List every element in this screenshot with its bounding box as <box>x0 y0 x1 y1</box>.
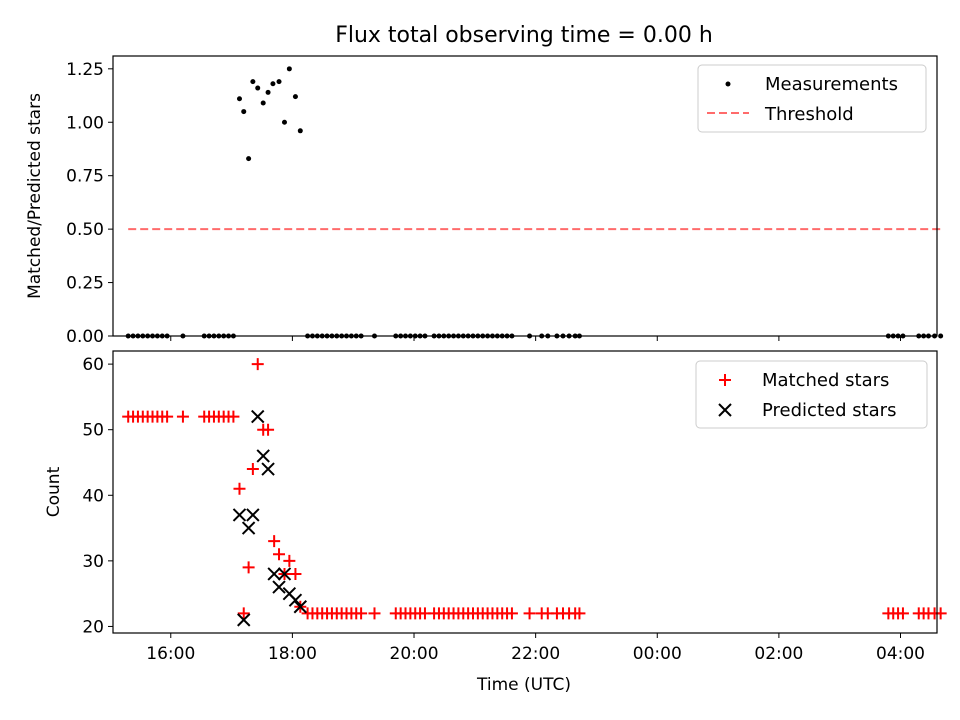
bottom-y-axis-label: Count <box>44 466 64 517</box>
legend-predicted-marker <box>718 403 732 417</box>
top-axes-frame <box>112 55 938 337</box>
top-y-tick-label: 0.75 <box>66 167 104 187</box>
measurement-point <box>281 119 287 125</box>
legend-predicted-label: Predicted stars <box>762 400 896 421</box>
top-x-ticks <box>170 336 902 341</box>
bottom-axes-frame <box>112 350 938 634</box>
legend-matched-marker <box>719 374 731 386</box>
x-tick-label: 20:00 <box>390 644 439 664</box>
measurement-point <box>265 89 271 95</box>
matched-star-point <box>227 410 240 423</box>
legend-measurements-label: Measurements <box>765 74 898 95</box>
predicted-star-point <box>267 567 281 581</box>
matched-star-point <box>355 607 368 620</box>
bottom-y-tick-label: 20 <box>82 617 104 637</box>
top-y-tick-label: 0.50 <box>66 220 104 240</box>
top-y-tick-label: 1.00 <box>66 113 104 133</box>
bottom-plot-area <box>122 358 947 627</box>
matched-star-point <box>368 607 381 620</box>
matched-star-point <box>289 567 302 580</box>
predicted-star-point <box>237 613 251 627</box>
matched-star-point <box>246 463 259 476</box>
legend-threshold-label: Threshold <box>764 104 854 125</box>
bottom-x-ticks: 16:00 18:00 20:00 22:00 00:00 02:00 04:00 <box>146 633 925 664</box>
matched-star-point <box>242 561 255 574</box>
matched-star-point <box>251 358 264 371</box>
x-tick-label: 00:00 <box>633 644 682 664</box>
measurement-point <box>286 66 292 72</box>
predicted-star-point <box>293 600 308 614</box>
bottom-y-tick-label: 50 <box>82 421 104 441</box>
x-tick-label: 16:00 <box>146 644 195 664</box>
measurement-point <box>236 96 242 102</box>
measurement-point <box>255 85 261 91</box>
bottom-y-tick-label: 60 <box>82 355 104 375</box>
top-y-tick-label: 0.00 <box>66 327 104 347</box>
measurement-point <box>270 81 276 87</box>
bottom-y-ticks: 20 30 40 50 60 <box>82 355 113 637</box>
matched-star-point <box>237 607 250 620</box>
matched-star-point <box>283 554 296 567</box>
predicted-star-point <box>246 508 260 522</box>
matched-star-point <box>262 423 275 436</box>
predicted-star-point <box>277 567 292 581</box>
bottom-legend: Matched stars Predicted stars <box>695 360 928 429</box>
top-panel: Flux total observing time = 0.00 h Match… <box>25 23 944 347</box>
measurement-point <box>250 79 256 85</box>
measurement-point <box>260 100 266 106</box>
legend-matched-label: Matched stars <box>762 370 889 391</box>
predicted-star-point <box>272 580 286 594</box>
predicted-star-point <box>256 449 270 463</box>
predicted-star-point <box>251 409 265 424</box>
matched-star-point <box>273 548 286 561</box>
predicted-star-point <box>232 508 247 522</box>
matched-star-point <box>505 607 518 620</box>
x-axis-label: Time (UTC) <box>476 675 571 695</box>
chart-title: Flux total observing time = 0.00 h <box>335 23 713 48</box>
measurement-point <box>276 79 282 85</box>
x-tick-label: 04:00 <box>876 644 925 664</box>
top-y-tick-label: 0.25 <box>66 274 104 294</box>
predicted-star-point <box>288 593 303 607</box>
matched-star-point <box>161 410 174 423</box>
matched-star-point <box>896 607 909 620</box>
legend-measurements-marker <box>725 81 731 87</box>
x-tick-label: 02:00 <box>754 644 803 664</box>
bottom-y-tick-label: 40 <box>82 486 104 506</box>
measurement-point <box>297 128 303 134</box>
x-tick-label: 18:00 <box>268 644 317 664</box>
matched-star-point <box>233 482 246 495</box>
x-tick-label: 22:00 <box>511 644 560 664</box>
top-legend: Measurements Threshold <box>697 64 927 133</box>
predicted-star-point <box>241 521 256 535</box>
legend-box <box>697 64 927 133</box>
matched-star-point <box>268 535 281 548</box>
bottom-y-tick-label: 30 <box>82 552 104 572</box>
measurement-point <box>292 94 298 100</box>
matched-star-point <box>573 607 586 620</box>
measurement-point <box>246 156 252 162</box>
bottom-panel: Count Time (UTC) 20 30 40 50 60 16:00 18:00 20… <box>44 350 947 695</box>
top-y-ticks: 0.00 0.25 0.50 0.75 1.00 1.25 <box>66 60 113 347</box>
matched-star-point <box>176 410 189 423</box>
matched-star-point <box>523 607 536 620</box>
measurement-point <box>938 333 944 339</box>
top-y-tick-label: 1.25 <box>66 60 104 80</box>
top-y-axis-label: Matched/Predicted stars <box>25 93 45 299</box>
measurement-point <box>241 109 247 115</box>
legend-box <box>695 360 928 429</box>
predicted-star-point <box>261 462 275 476</box>
